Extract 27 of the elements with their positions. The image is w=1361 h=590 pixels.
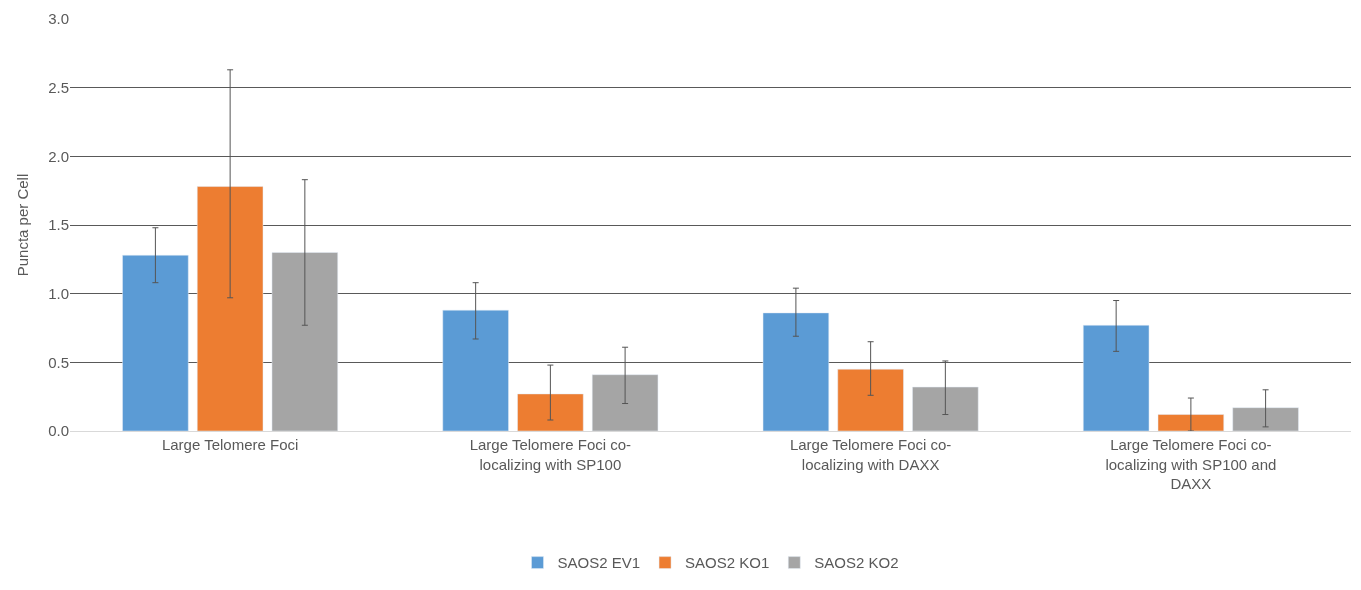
y-tick-label: 2.5 — [48, 78, 69, 96]
bar — [1083, 325, 1150, 431]
x-tick-label: Large Telomere Foci co-localizing with SP100 — [469, 436, 632, 473]
x-tick-label: Large Telomere Foci — [161, 436, 299, 453]
bar — [271, 252, 338, 431]
bar — [442, 309, 509, 431]
bar — [591, 374, 659, 431]
bar — [197, 186, 264, 431]
y-tick-label: 1.0 — [48, 284, 69, 302]
bar — [1232, 407, 1299, 431]
y-tick-label: 1.5 — [48, 216, 69, 234]
bar — [837, 368, 904, 431]
bar — [912, 386, 979, 431]
legend-label: SAOS2 EV1 — [557, 554, 641, 572]
y-tick-label: 0.0 — [48, 422, 69, 440]
bar — [1157, 414, 1224, 431]
bar — [517, 393, 584, 431]
y-axis-title: Puncta per Cell — [14, 173, 32, 277]
bar — [122, 254, 189, 431]
y-tick-label: 3.0 — [48, 10, 69, 28]
x-tick-label: Large Telomere Foci co-localizing with SP100 and DAXX — [1105, 436, 1277, 492]
legend-label: SAOS2 KO2 — [814, 554, 899, 572]
y-tick-label: 2.0 — [48, 147, 69, 165]
bar — [762, 312, 830, 431]
y-tick-label: 0.5 — [48, 353, 69, 371]
x-tick-label: Large Telomere Foci co-localizing with DAXX — [789, 436, 952, 473]
legend-label: SAOS2 KO1 — [685, 554, 770, 572]
